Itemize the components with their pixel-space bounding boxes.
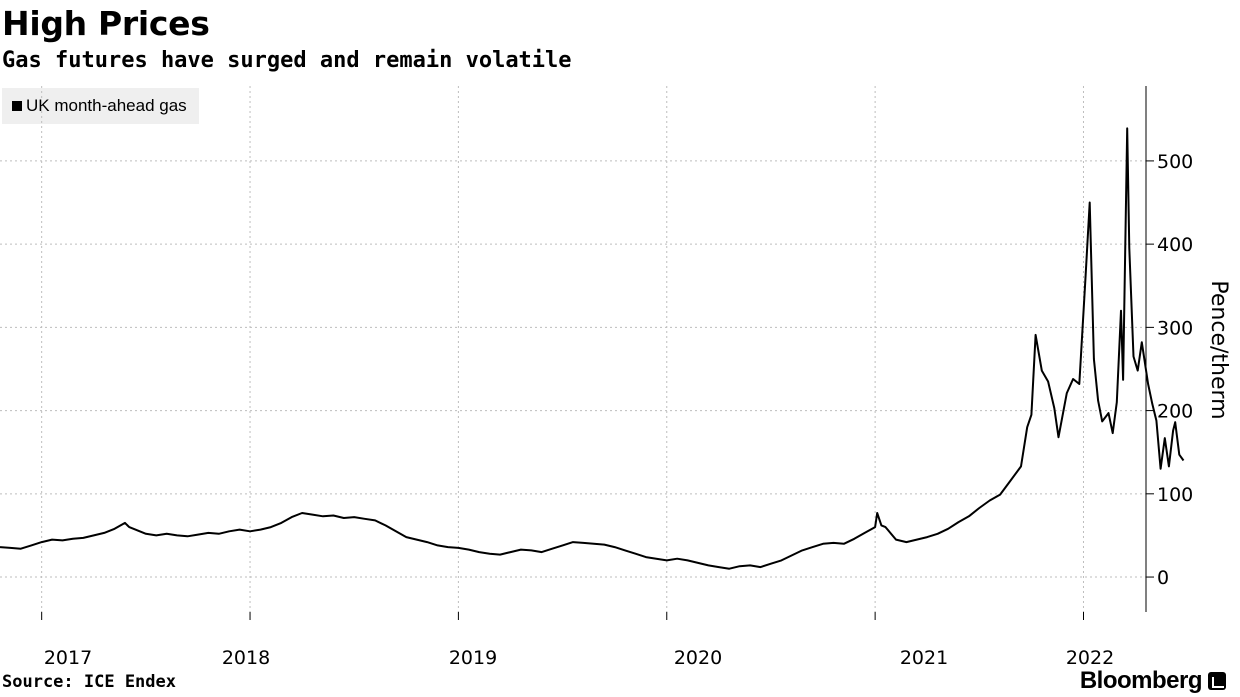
y-tick-label: 0	[1157, 567, 1169, 589]
chart-title: High Prices	[2, 4, 210, 43]
y-tick-label: 100	[1157, 484, 1193, 506]
legend-swatch	[12, 101, 22, 111]
series-line-uk-month-ahead-gas	[0, 127, 1185, 570]
legend: UK month-ahead gas	[2, 88, 199, 124]
source-note: Source: ICE Endex	[2, 672, 176, 692]
x-tick-label: 2020	[674, 647, 722, 669]
y-tick-label: 300	[1157, 317, 1193, 339]
y-tick-label: 400	[1157, 234, 1193, 256]
x-tick-label: 2017	[44, 647, 92, 669]
x-tick-label: 2022	[1066, 647, 1114, 669]
y-axis-label: Pence/therm	[1206, 280, 1231, 419]
legend-label: UK month-ahead gas	[26, 96, 187, 115]
bloomberg-terminal-icon	[1208, 672, 1226, 690]
y-tick-label: 200	[1157, 401, 1193, 423]
y-tick-label: 500	[1157, 151, 1193, 173]
chart-subtitle: Gas futures have surged and remain volat…	[2, 48, 572, 73]
x-tick-label: 2021	[900, 647, 948, 669]
x-tick-label: 2019	[449, 647, 497, 669]
x-tick-label: 2018	[222, 647, 270, 669]
series-layer	[0, 127, 1185, 570]
brand-text: Bloomberg	[1079, 667, 1203, 694]
axes: 0 100 200 300 400 500 2017 2018 2019 2020 2021 2022	[41, 86, 1193, 669]
grid	[0, 86, 1146, 612]
brand-logo: Bloomberg	[1080, 667, 1226, 695]
